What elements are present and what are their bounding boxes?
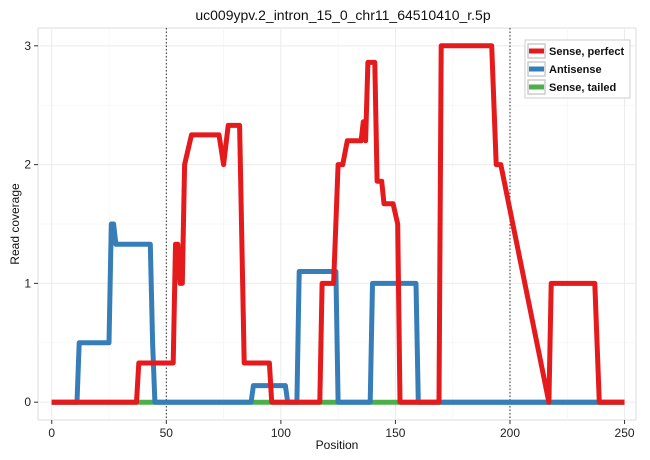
y-tick-label: 1 bbox=[24, 276, 31, 290]
x-tick-label: 0 bbox=[48, 426, 55, 440]
x-tick-label: 50 bbox=[160, 426, 174, 440]
legend: Sense, perfect Antisense Sense, tailed bbox=[524, 39, 631, 99]
x-tick-label: 100 bbox=[271, 426, 291, 440]
y-axis: 0 1 2 3 bbox=[24, 39, 38, 409]
x-tick-label: 150 bbox=[385, 426, 405, 440]
legend-label-antisense: Antisense bbox=[549, 64, 602, 76]
legend-item-sense-perfect: Sense, perfect bbox=[527, 43, 625, 59]
y-tick-label: 2 bbox=[24, 158, 31, 172]
x-tick-label: 250 bbox=[615, 426, 635, 440]
legend-item-sense-tailed: Sense, tailed bbox=[527, 79, 616, 95]
y-axis-title: Read coverage bbox=[8, 183, 22, 265]
series-line-antisense bbox=[51, 221, 625, 405]
x-axis-title: Position bbox=[316, 438, 359, 452]
x-axis: 0 50 100 150 200 250 bbox=[48, 420, 635, 440]
legend-label-sense-tailed: Sense, tailed bbox=[549, 82, 616, 94]
chart-title: uc009ypv.2_intron_15_0_chr11_64510410_r.… bbox=[195, 7, 490, 23]
legend-item-antisense: Antisense bbox=[527, 61, 602, 77]
y-tick-label: 3 bbox=[24, 39, 31, 53]
x-tick-label: 200 bbox=[500, 426, 520, 440]
legend-label-sense-perfect: Sense, perfect bbox=[549, 46, 625, 58]
series-lines bbox=[51, 43, 625, 405]
y-tick-label: 0 bbox=[24, 395, 31, 409]
series-line-sense-perfect bbox=[51, 43, 625, 405]
reference-lines bbox=[165, 28, 511, 420]
